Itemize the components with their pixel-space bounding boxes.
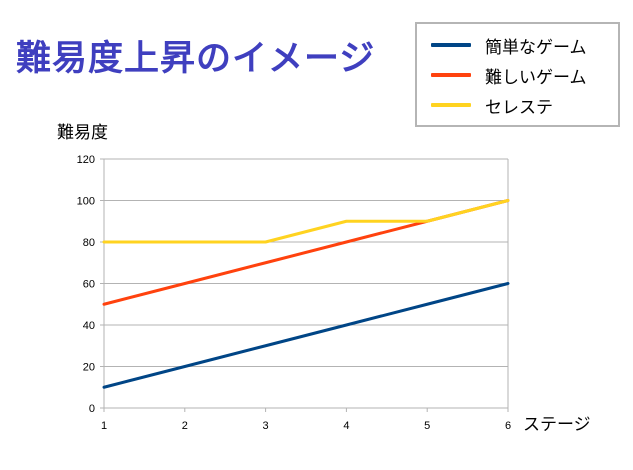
legend-label-celeste: セレステ bbox=[485, 97, 553, 118]
y-tick-label-120: 120 bbox=[77, 154, 95, 166]
x-tick-label-1: 1 bbox=[101, 420, 107, 432]
x-tick-label-6: 6 bbox=[505, 420, 511, 432]
y-tick-label-80: 80 bbox=[83, 237, 95, 249]
y-tick-label-60: 60 bbox=[83, 279, 95, 291]
chart-title: 難易度上昇のイメージ bbox=[16, 39, 376, 79]
y-tick-label-100: 100 bbox=[77, 196, 95, 208]
legend-swatch-hard bbox=[431, 73, 471, 77]
legend-swatch-celeste bbox=[431, 103, 471, 107]
y-axis-label: 難易度 bbox=[57, 123, 108, 143]
legend-label-hard: 難しいゲーム bbox=[485, 67, 587, 88]
x-tick-label-3: 3 bbox=[263, 420, 269, 432]
y-tick-label-0: 0 bbox=[89, 403, 95, 415]
legend-label-easy: 簡単なゲーム bbox=[485, 37, 587, 58]
legend-swatch-easy bbox=[431, 43, 471, 47]
x-tick-label-2: 2 bbox=[182, 420, 188, 432]
series-line-0 bbox=[102, 282, 510, 389]
y-tick-label-20: 20 bbox=[83, 362, 95, 374]
legend-item-easy: 簡単なゲーム bbox=[431, 34, 587, 58]
x-axis-label: ステージ bbox=[523, 415, 591, 435]
legend-item-hard: 難しいゲーム bbox=[431, 64, 587, 88]
legend: 簡単なゲーム 難しいゲーム セレステ bbox=[415, 22, 620, 127]
series-line-2 bbox=[102, 199, 510, 244]
y-tick-label-40: 40 bbox=[83, 320, 95, 332]
legend-item-celeste: セレステ bbox=[431, 94, 553, 118]
x-tick-label-5: 5 bbox=[424, 420, 430, 432]
x-tick-label-4: 4 bbox=[343, 420, 349, 432]
